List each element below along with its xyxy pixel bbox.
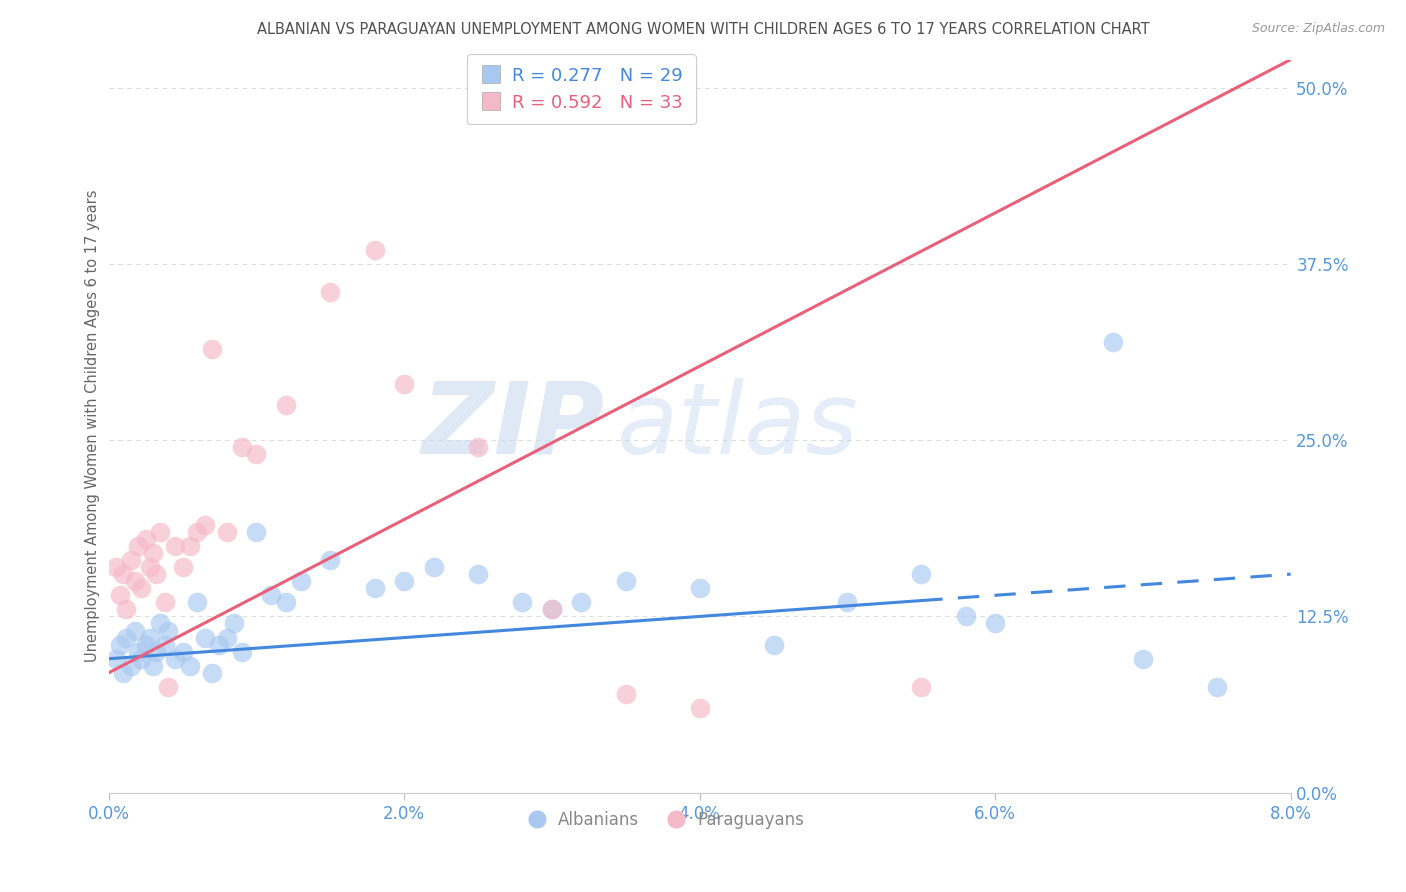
Point [762, 638, 785, 652]
Point [571, 595, 593, 609]
Point [115, 602, 138, 616]
Point [156, 624, 179, 638]
Point [129, 581, 152, 595]
Point [201, 342, 224, 356]
Point [129, 651, 152, 665]
Point [149, 524, 172, 539]
Point [172, 560, 194, 574]
Point [110, 638, 132, 652]
Point [319, 553, 342, 567]
Legend: Albanians, Paraguayans: Albanians, Paraguayans [517, 805, 811, 836]
Point [689, 701, 711, 715]
Point [363, 581, 385, 595]
Point [156, 680, 179, 694]
Point [541, 602, 564, 616]
Point [105, 651, 128, 665]
Point [208, 638, 231, 652]
Point [165, 539, 187, 553]
Point [145, 567, 167, 582]
Point [231, 440, 253, 454]
Point [110, 588, 132, 602]
Point [467, 567, 489, 582]
Point [186, 524, 208, 539]
Text: Source: ZipAtlas.com: Source: ZipAtlas.com [1251, 22, 1385, 36]
Point [245, 447, 267, 461]
Text: ZIP: ZIP [422, 377, 605, 475]
Point [179, 539, 201, 553]
Point [260, 588, 283, 602]
Point [319, 285, 342, 300]
Point [201, 665, 224, 680]
Text: atlas: atlas [617, 377, 859, 475]
Point [194, 517, 217, 532]
Point [120, 658, 142, 673]
Point [837, 595, 859, 609]
Point [115, 631, 138, 645]
Point [127, 645, 149, 659]
Point [1102, 334, 1125, 349]
Point [105, 560, 128, 574]
Point [194, 631, 217, 645]
Point [392, 574, 415, 589]
Point [689, 581, 711, 595]
Point [139, 631, 162, 645]
Point [179, 658, 201, 673]
Point [274, 595, 297, 609]
Point [142, 546, 165, 560]
Point [112, 665, 135, 680]
Point [224, 616, 246, 631]
Point [145, 645, 167, 659]
Point [392, 376, 415, 391]
Point [135, 532, 157, 546]
Point [139, 560, 162, 574]
Point [142, 658, 165, 673]
Point [541, 602, 564, 616]
Point [186, 595, 208, 609]
Point [984, 616, 1007, 631]
Point [120, 553, 142, 567]
Point [1132, 651, 1154, 665]
Point [467, 440, 489, 454]
Point [112, 567, 135, 582]
Point [231, 645, 253, 659]
Point [149, 616, 172, 631]
Point [274, 398, 297, 412]
Point [124, 624, 146, 638]
Y-axis label: Unemployment Among Women with Children Ages 6 to 17 years: Unemployment Among Women with Children A… [86, 190, 100, 663]
Point [153, 595, 176, 609]
Point [955, 609, 977, 624]
Point [124, 574, 146, 589]
Point [153, 638, 176, 652]
Point [290, 574, 312, 589]
Point [135, 638, 157, 652]
Point [215, 524, 238, 539]
Point [422, 560, 444, 574]
Text: ALBANIAN VS PARAGUAYAN UNEMPLOYMENT AMONG WOMEN WITH CHILDREN AGES 6 TO 17 YEARS: ALBANIAN VS PARAGUAYAN UNEMPLOYMENT AMON… [257, 22, 1149, 37]
Point [215, 631, 238, 645]
Point [245, 524, 267, 539]
Point [614, 574, 637, 589]
Point [127, 539, 149, 553]
Point [512, 595, 534, 609]
Point [614, 687, 637, 701]
Point [1205, 680, 1227, 694]
Point [363, 243, 385, 257]
Point [165, 651, 187, 665]
Point [910, 567, 932, 582]
Point [172, 645, 194, 659]
Point [910, 680, 932, 694]
